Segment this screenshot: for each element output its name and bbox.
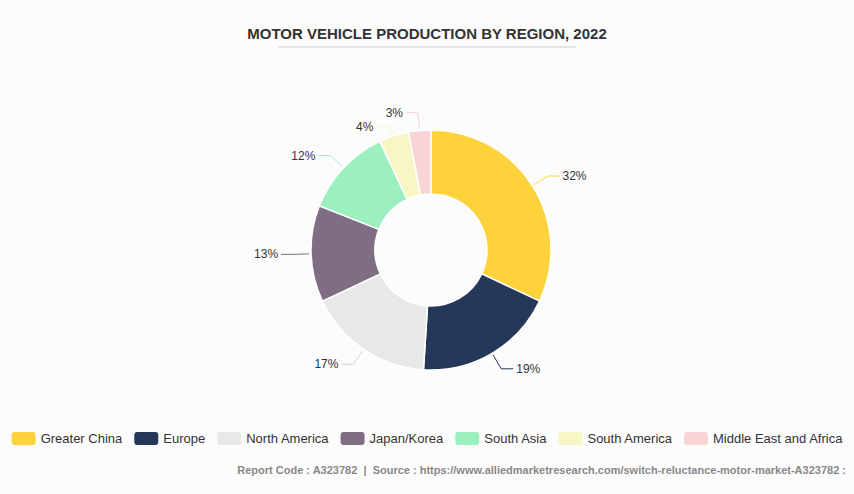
data-labels: 32% 19% 17% 13% 12% 4% 3% [254,106,587,376]
legend-label: North America [246,431,329,446]
legend-swatch [134,432,158,445]
slice [409,130,431,195]
legend-swatch [341,432,365,445]
legend-swatch [455,432,479,445]
data-label: 17% [314,357,338,371]
legend-item: Europe [134,431,205,446]
legend-label: Europe [163,431,205,446]
legend-item: North America [217,431,329,446]
slice [423,274,539,370]
leader-line [281,253,309,255]
leader-line [376,127,393,134]
chart: MOTOR VEHICLE PRODUCTION BY REGION, 2022… [0,0,854,494]
legend-swatch [558,432,582,445]
legend-item: South America [558,431,672,446]
title-underline [278,47,576,48]
legend-item: Japan/Korea [341,431,444,446]
legend-item: Greater China [12,431,123,446]
slices [311,130,551,370]
leader-line [341,351,362,364]
leader-line [318,156,342,167]
data-label: 3% [386,106,404,120]
data-label: 19% [516,362,540,376]
data-label: 32% [563,169,587,183]
leader-line [534,176,560,185]
legend: Greater China Europe North America Japan/Ko… [12,431,844,446]
data-label: 4% [356,120,374,134]
background [0,0,854,494]
data-label: 12% [291,149,315,163]
legend-label: Japan/Korea [370,431,444,446]
legend-label: Middle East and Africa [713,431,843,446]
leader-line [406,113,420,129]
legend-label: Greater China [41,431,123,446]
legend-item: South Asia [455,431,547,446]
legend-swatch [217,432,241,445]
legend-item: Middle East and Africa [684,431,843,446]
legend-label: South Asia [484,431,547,446]
source-note: Report Code : A323782 | Source : https:/… [237,464,846,476]
legend-swatch [12,432,36,445]
data-label: 13% [254,247,278,261]
leader-line [493,355,513,369]
legend-swatch [684,432,708,445]
title: MOTOR VEHICLE PRODUCTION BY REGION, 2022 [247,25,607,42]
slice [431,130,551,301]
legend-label: South America [587,431,672,446]
